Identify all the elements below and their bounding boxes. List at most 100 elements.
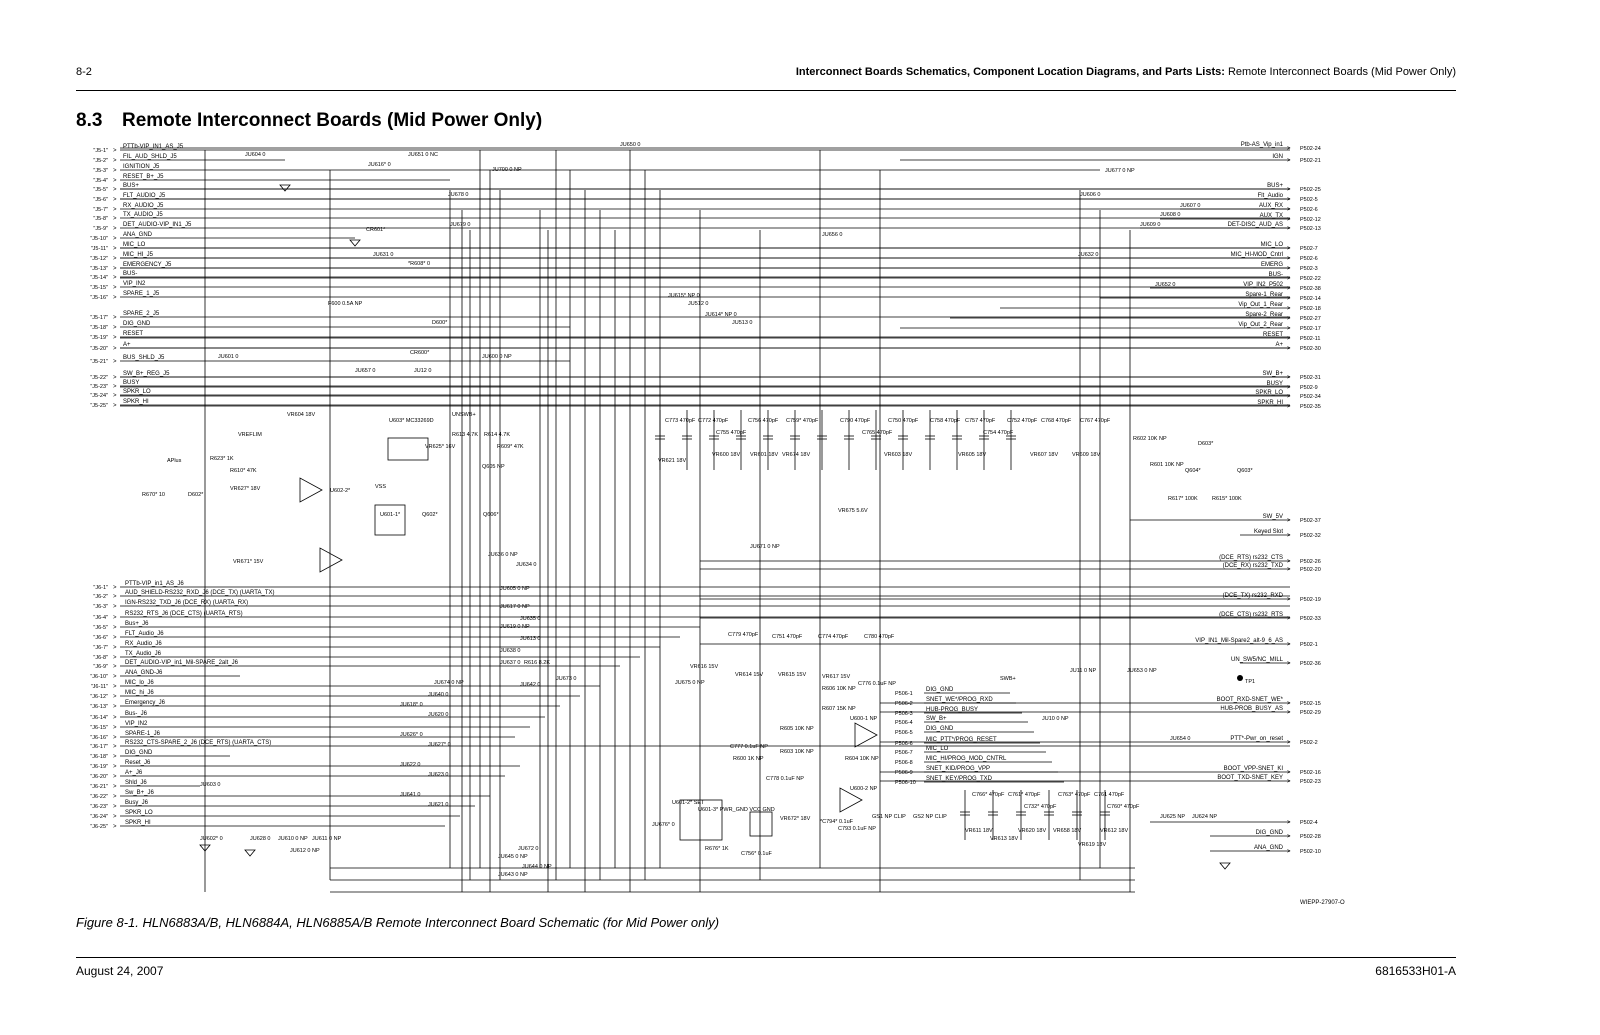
p506-signal-label: MIC_PTT*/PROG_RESET	[926, 737, 997, 743]
j6-signal-label: Busy_J6	[125, 800, 149, 806]
component-label: JU619 0 NP	[500, 624, 530, 630]
component-label: R613 4.7K	[452, 432, 478, 438]
connector-arrow-icon: >	[113, 275, 117, 281]
j5-pin-label: "J5-12"	[90, 256, 108, 262]
j5-pin-label: "J5-25"	[90, 403, 108, 409]
component-label: U601-2* SET	[672, 800, 705, 806]
j5-signal-label: VIP_IN2	[123, 281, 146, 287]
component-label: JU603 0	[200, 782, 221, 788]
p502-pin-label: P502-4	[1300, 820, 1318, 826]
component-label: R616 8.2K	[524, 660, 550, 666]
j6-pin-label: "J6-11"	[91, 684, 108, 690]
connector-arrow-icon: >	[1287, 710, 1291, 716]
j6-signal-label: DIG_GND	[125, 750, 153, 756]
component-label: JU622 0	[400, 762, 421, 768]
ground-icon	[349, 239, 361, 247]
component-label: R605 10K NP	[780, 726, 814, 732]
connector-arrow-icon: >	[1287, 567, 1291, 573]
j6-signal-label: Reset_J6	[125, 760, 151, 766]
component-label: C754 470pF	[983, 430, 1014, 436]
component-label: VR625* 16V	[425, 444, 456, 450]
component-label: VR675 5.6V	[838, 508, 868, 514]
connector-arrow-icon: >	[113, 375, 117, 381]
component-label: JU656 0	[822, 232, 843, 238]
j6-signal-label: RS232_CTS-SPARE_2_J6 (DCE_RTS) (UARTA_CT…	[125, 740, 271, 746]
j5-pin-label: "J5-22"	[90, 375, 108, 381]
p506-pin-label: P506-5	[895, 730, 913, 736]
component-label: U601-3* PWR_GND VCC GND	[698, 807, 775, 813]
j6-signal-label: A+_J6	[125, 770, 143, 776]
component-label: VSS	[375, 484, 386, 490]
p506-pin-label: P506-10	[895, 780, 916, 786]
p502-signal-label: Vip_Out_1_Rear	[1238, 302, 1283, 308]
j5-signal-label: FLT_AUDIO_J5	[123, 193, 166, 199]
component-label: R617* 100K	[1168, 496, 1198, 502]
component-label: JU606 0	[1080, 192, 1101, 198]
section-title: 8.3 Remote Interconnect Boards (Mid Power…	[76, 110, 542, 132]
ic-package	[749, 811, 773, 837]
j6-pin-label: "J6-18"	[90, 754, 108, 760]
running-header-section: Interconnect Boards Schematics, Componen…	[795, 66, 1225, 78]
component-label: JU651 0 NC	[408, 152, 438, 158]
j6-pin-label: "J6-5"	[93, 625, 108, 631]
p502-signal-label: SPKR_HI	[1257, 400, 1283, 406]
ground-icon	[244, 849, 256, 857]
component-label: VREFLIM	[238, 432, 262, 438]
p502-pin-label: P502-25	[1300, 187, 1321, 193]
p502-signal-label: Vip_Out_2_Rear	[1238, 322, 1283, 328]
p502-pin-label: P502-6	[1300, 256, 1318, 262]
component-label: Q602*	[422, 512, 438, 518]
connector-arrow-icon: >	[113, 384, 117, 390]
component-label: JU632 0	[1078, 252, 1099, 258]
connector-arrow-icon: >	[113, 615, 117, 621]
p506-pin-label: P506-7	[895, 750, 913, 756]
p506-signal-label: SW_B+	[926, 716, 947, 722]
p506-pin-label: P506-1	[895, 691, 913, 697]
component-label: JU652 0	[1155, 282, 1176, 288]
component-label: R604 10K NP	[845, 756, 879, 762]
component-label: C759* 470pF	[786, 418, 819, 424]
component-label: U601-1*	[380, 512, 401, 518]
component-label: JU672 0	[518, 846, 539, 852]
component-label: R609* 47K	[497, 444, 524, 450]
component-label: JU678 0	[448, 192, 469, 198]
j5-pin-label: "J5-10"	[90, 236, 108, 242]
component-label: JU644 0 NP	[522, 864, 552, 870]
p502-pin-label: P502-35	[1300, 404, 1321, 410]
p502-signal-label: BOOT_RXD-SNET_WE*	[1217, 697, 1284, 703]
component-label: CR601*	[366, 227, 386, 233]
j5-pin-label: "J5-18"	[90, 325, 108, 331]
j5-signal-label: SW_B+_REG_J5	[123, 371, 170, 377]
component-label: C767 470pF	[1080, 418, 1111, 424]
ground-icon	[199, 844, 211, 852]
component-label: C732* 470pF	[1024, 804, 1057, 810]
connector-arrow-icon: >	[1287, 385, 1291, 391]
component-label: JU654 0	[1170, 736, 1191, 742]
connector-arrow-icon: >	[113, 236, 117, 242]
j5-pin-label: "J5-5"	[93, 187, 108, 193]
j5-pin-label: "J5-24"	[90, 393, 108, 399]
p502-pin-label: P502-28	[1300, 834, 1321, 840]
j5-signal-label: SPARE_2_J5	[123, 311, 160, 317]
p502-pin-label: P502-12	[1300, 217, 1321, 223]
j6-signal-label: PTTb-VIP_in1_AS_J6	[125, 581, 184, 587]
figure-id: WIEPP-27907-O	[1300, 900, 1345, 906]
footer-doc-number: 6816533H01-A	[1375, 964, 1456, 978]
p502-signal-label: BOOT_VPP-SNET_KI	[1224, 766, 1284, 772]
p502-signal-label: MIC_LO	[1261, 242, 1284, 248]
p502-pin-label: P502-18	[1300, 306, 1321, 312]
component-label: C752 470pF	[1007, 418, 1038, 424]
j5-signal-label: RESET	[123, 331, 143, 337]
component-label: JU618* 0	[400, 702, 423, 708]
connector-arrow-icon: >	[1287, 394, 1291, 400]
connector-arrow-icon: >	[113, 664, 117, 670]
connector-arrow-icon: >	[1287, 217, 1291, 223]
p502-pin-label: P502-9	[1300, 385, 1318, 391]
j6-signal-label: IGN-RS232_TXD_J6 (DCE_RX) (UARTA_RX)	[125, 600, 248, 606]
p502-signal-label: BUS-	[1269, 272, 1283, 278]
j5-pin-label: "J5-11"	[91, 246, 108, 252]
component-label: JU626* 0	[400, 732, 423, 738]
connector-arrow-icon: >	[113, 585, 117, 591]
j6-signal-label: DET_AUDIO-VIP_in1_Mil-SPARE_2alt_J6	[125, 660, 239, 666]
j5-pin-label: "J5-9"	[93, 226, 108, 232]
